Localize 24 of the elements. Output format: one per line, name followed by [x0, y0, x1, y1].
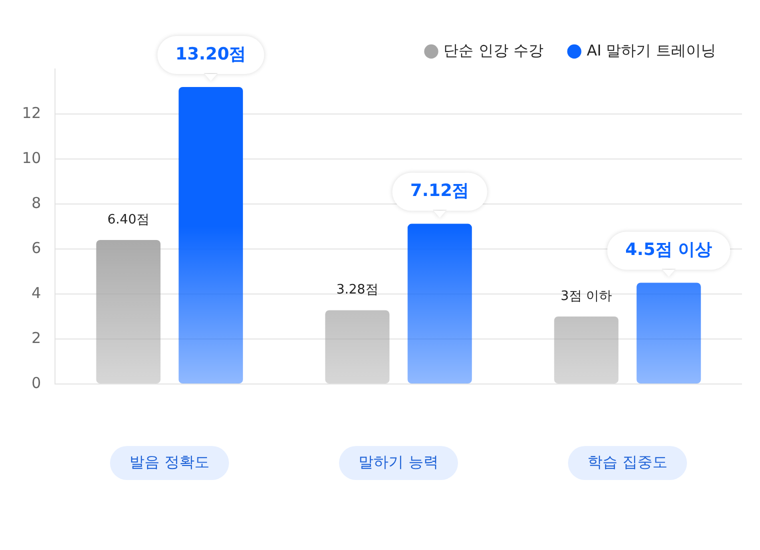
- x-tick-label: 학습 집중도: [588, 452, 668, 471]
- data-label: 3.28점: [336, 282, 378, 298]
- bar: [636, 282, 701, 384]
- bar: [178, 87, 243, 384]
- y-tick-label: 6: [32, 238, 42, 257]
- y-tick-label: 0: [32, 374, 42, 392]
- x-tick-label: 발음 정확도: [130, 452, 210, 471]
- bar: [325, 310, 390, 384]
- y-tick-label: 8: [32, 194, 42, 212]
- data-label: 6.40점: [107, 212, 150, 228]
- bar: [408, 224, 472, 384]
- y-tick-label: 4: [32, 284, 42, 302]
- y-tick-label: 12: [22, 104, 42, 122]
- bar: [554, 316, 618, 384]
- data-label: 4.5점 이상: [625, 240, 712, 260]
- y-tick-label: 10: [22, 148, 42, 167]
- data-label: 3점 이하: [560, 288, 612, 304]
- legend-label: AI 말하기 트레이닝: [586, 41, 716, 60]
- data-label: 7.12점: [410, 181, 470, 202]
- y-tick-label: 2: [32, 328, 42, 347]
- legend-label: 단순 인강 수강: [444, 41, 544, 60]
- bar: [96, 240, 161, 384]
- x-tick-label: 말하기 능력: [358, 452, 438, 471]
- data-label: 13.20점: [175, 44, 246, 64]
